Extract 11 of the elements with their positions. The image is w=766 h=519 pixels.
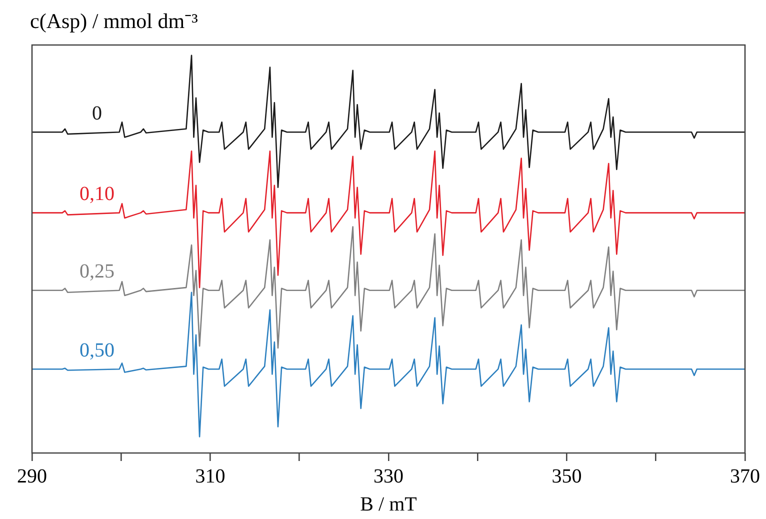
series-label: 0 [92, 102, 102, 124]
series-label: 0,10 [80, 183, 114, 206]
x-tick-label: 370 [730, 465, 760, 488]
legend-title: c(Asp) / mmol dm⁻³ [30, 8, 198, 34]
x-axis-title: B / mT [360, 493, 417, 516]
series-label: 0,25 [80, 260, 114, 283]
x-tick-label: 330 [374, 465, 404, 488]
series-label: 0,50 [80, 339, 114, 362]
x-tick-label: 350 [552, 465, 582, 488]
x-tick-label: 310 [195, 465, 226, 488]
x-tick-label: 290 [17, 465, 47, 488]
